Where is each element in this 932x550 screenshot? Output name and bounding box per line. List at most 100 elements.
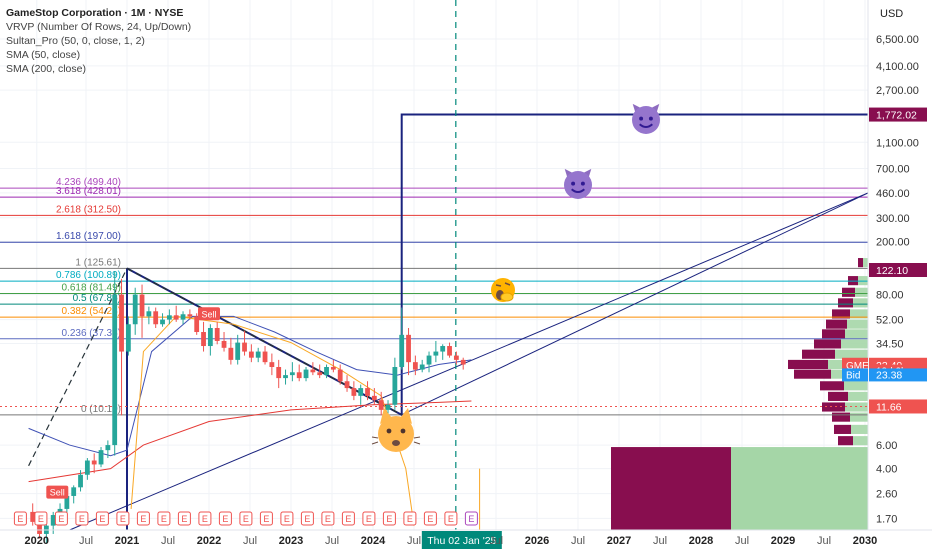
candle-body — [78, 474, 83, 488]
fib-levels: 4.236 (499.40)3.618 (428.01) 2.618 (312.5… — [0, 177, 868, 416]
volume-profile-down-bar — [802, 349, 835, 359]
volume-profile-up-bar — [851, 424, 868, 434]
earnings-marker-label: E — [284, 514, 290, 524]
candle-body — [228, 347, 234, 360]
candle-body — [392, 367, 398, 405]
fib-level-label: 0.382 (54.23) — [62, 306, 122, 317]
candle-body — [221, 340, 227, 348]
candle-body — [119, 294, 124, 352]
x-tick-label: Jul — [407, 535, 421, 547]
fib-level-label: 0.5 (67.86) — [73, 293, 121, 304]
volume-profile-down-bar — [820, 381, 844, 391]
earnings-marker — [34, 511, 48, 526]
candle-body — [30, 511, 36, 522]
price-badge-value: 1,772.02 — [876, 110, 917, 122]
devil-face — [632, 106, 660, 134]
candle-body — [365, 388, 370, 396]
fib-level-label: 3.618 (428.01) — [56, 186, 121, 197]
candle-body — [269, 362, 275, 368]
earnings-marker — [362, 511, 376, 526]
x-tick-label: Jul — [735, 535, 749, 547]
earnings-marker — [75, 511, 89, 526]
cat-mouth — [392, 440, 400, 446]
candle-body — [412, 362, 418, 370]
x-tick-label: Jul — [571, 535, 585, 547]
devil-horn — [582, 168, 592, 178]
fib-level-label: 0 (10.10) — [81, 404, 121, 415]
fib-level-label: 0.786 (100.89) — [56, 270, 121, 281]
candle-body — [453, 355, 459, 360]
volume-profile-down-bar — [794, 369, 831, 379]
earnings-marker-label: E — [448, 514, 454, 524]
earnings-marker — [198, 511, 212, 526]
fib-level-label: 1 (125.61) — [75, 257, 121, 268]
sma200-line — [28, 400, 472, 483]
earnings-marker — [444, 511, 458, 526]
earnings-marker-label: E — [407, 514, 413, 524]
earnings-marker — [382, 511, 396, 526]
volume-profile-up-bar — [835, 349, 868, 359]
price-badge — [869, 368, 927, 382]
y-tick-label: 52.00 — [876, 315, 904, 327]
candle-body — [283, 375, 288, 379]
y-tick-label: 2.60 — [876, 489, 897, 501]
sell-label: Sell — [201, 309, 216, 319]
earnings-marker-label: E — [325, 514, 331, 524]
volume-profile-up-bar — [845, 329, 868, 339]
candle-body — [235, 342, 241, 360]
volume-profile-session-up — [731, 447, 868, 530]
candle-body — [173, 315, 179, 320]
cat-ear — [380, 408, 392, 424]
time-axis[interactable]: 2020 Jul 2021 Jul 2022 Jul 2023 Jul 2024 Jul Thu 0… — [0, 529, 932, 549]
fib-level-label: 1.618 (197.00) — [56, 231, 121, 242]
y-tick-label: 1,100.00 — [876, 137, 919, 149]
candle-body — [324, 367, 329, 376]
legend-line-sultan: Sultan_Pro (50, 0, close, 1, 2) — [6, 35, 145, 47]
candle-body — [242, 342, 247, 352]
earnings-marker-label: E — [304, 514, 310, 524]
earnings-marker-label: E — [17, 514, 23, 524]
x-tick-label: Jul — [489, 535, 503, 547]
price-axis[interactable]: USD 6,500.00 4,100.00 2,700.00 1,100.00 700.0… — [842, 0, 932, 550]
volume-profile-down-bar — [832, 309, 850, 319]
candle-body — [433, 351, 439, 356]
price-badge-value: 122.10 — [876, 265, 908, 277]
earnings-marker-label: E — [161, 514, 167, 524]
sma50-line — [28, 315, 472, 457]
candle-body — [385, 404, 391, 410]
candle-body — [64, 495, 70, 509]
devil-face — [564, 171, 592, 199]
candle-body — [351, 388, 357, 396]
candle-body — [289, 372, 295, 376]
markers: Sell Sell E E E E E E E E E E E E E E E E E E E E E E E — [13, 307, 478, 526]
candle-body — [310, 369, 316, 373]
earnings-marker-label: E — [222, 514, 228, 524]
candle-body — [207, 328, 213, 347]
volume-profile-up-bar — [848, 391, 868, 401]
uptrend-dashed-line — [28, 268, 128, 467]
price-badge — [869, 263, 927, 277]
devil-smile — [571, 188, 585, 193]
earnings-marker-label: E — [243, 514, 249, 524]
x-tick-label: 2022 — [197, 535, 221, 547]
x-tick-label: 2027 — [607, 535, 631, 547]
price-badge — [869, 399, 927, 414]
candle-body — [125, 324, 131, 352]
earnings-marker-label: E — [366, 514, 372, 524]
chart-legend: GameStop Corporation · 1M · NYSE VRVP (N… — [6, 6, 191, 76]
earnings-marker-label: E — [120, 514, 126, 524]
earnings-marker-label: E — [468, 514, 474, 524]
candle-body — [248, 351, 254, 358]
candles — [30, 271, 466, 544]
earnings-marker — [218, 511, 232, 526]
y-tick-label: 300.00 — [876, 213, 910, 225]
earnings-marker — [157, 511, 171, 526]
candle-body — [371, 395, 377, 401]
volume-profile-up-bar — [850, 309, 868, 319]
legend-title: GameStop Corporation · 1M · NYSE — [6, 7, 184, 19]
volume-profile-down-bar — [826, 319, 847, 329]
candle-body — [276, 367, 282, 379]
x-tick-label: Jul — [243, 535, 257, 547]
volume-profile-up-bar — [853, 436, 868, 446]
